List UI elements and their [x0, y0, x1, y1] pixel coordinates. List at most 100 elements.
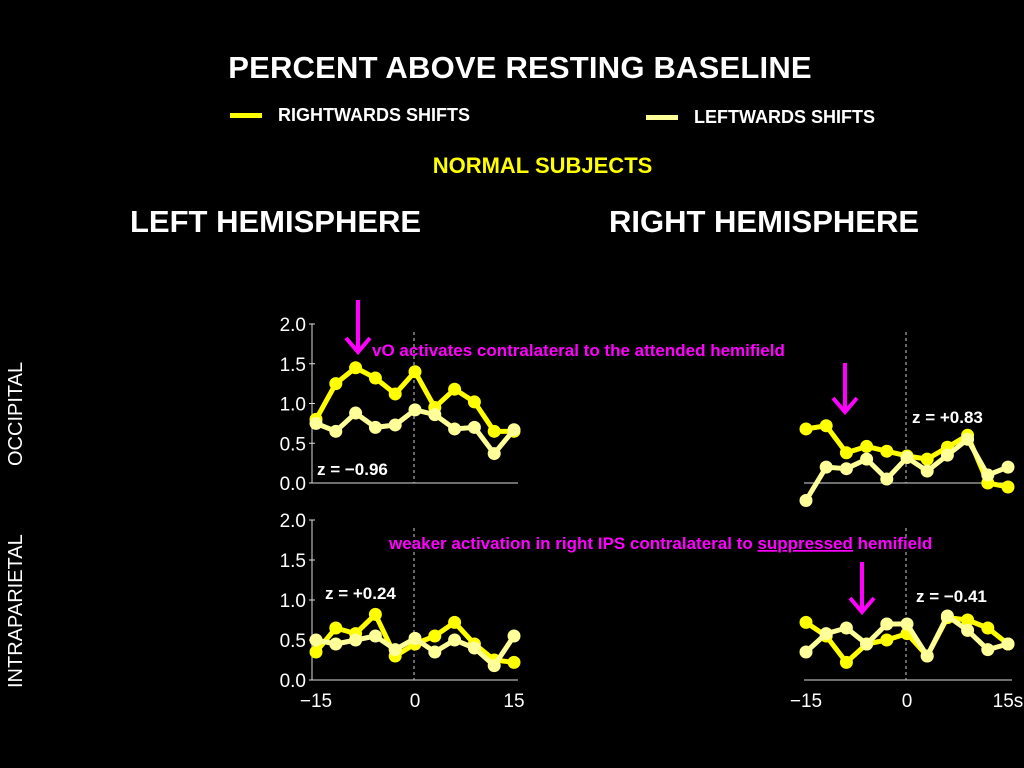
data-point	[839, 621, 853, 635]
data-point	[329, 637, 343, 651]
y-tick-label: 2.0	[280, 511, 306, 532]
data-point	[819, 460, 833, 474]
data-point	[388, 387, 402, 401]
data-point	[487, 659, 501, 673]
data-point	[349, 361, 363, 375]
data-point	[880, 633, 894, 647]
data-point	[880, 472, 894, 486]
data-point	[961, 432, 975, 446]
data-point	[408, 365, 422, 379]
legend-swatch-leftwards	[646, 115, 678, 120]
annotation-bottom-after: hemifield	[853, 534, 932, 553]
x-tick-label: 15s	[993, 691, 1024, 712]
data-point	[368, 420, 382, 434]
data-point	[839, 462, 853, 476]
data-point	[860, 452, 874, 466]
panel-left-intraparietal: 0.0 0.5 1.0 1.5 2.0 −15 0 15 z = +0.24	[280, 511, 525, 712]
chart-title: PERCENT ABOVE RESTING BASELINE	[228, 50, 812, 85]
panel-right-occipital: z = +0.83	[799, 332, 1015, 507]
data-point	[1001, 480, 1015, 494]
data-point	[819, 627, 833, 641]
data-point	[799, 615, 813, 629]
y-tick-label: 0.5	[280, 434, 306, 455]
y-tick-label: 1.5	[280, 355, 306, 376]
data-point	[448, 633, 462, 647]
data-point	[981, 468, 995, 482]
data-point	[309, 416, 323, 430]
annotation-arrows	[344, 300, 876, 616]
data-point	[349, 406, 363, 420]
arrowhead-occipital-right	[831, 396, 859, 416]
data-point	[309, 645, 323, 659]
data-point	[860, 439, 874, 453]
data-point	[428, 629, 442, 643]
data-point	[860, 637, 874, 651]
x-tick-label: 0	[410, 691, 421, 712]
x-tick-label: 0	[902, 691, 913, 712]
panel-right-intraparietal: −15 0 15s z = −0.41	[790, 528, 1023, 712]
data-point	[329, 424, 343, 438]
y-tick-label: 0.0	[280, 474, 306, 495]
y-tick-label: 1.0	[280, 395, 306, 416]
data-point	[388, 643, 402, 657]
panel-left-occipital: 0.0 0.5 1.0 1.5 2.0 z = −0.96	[280, 315, 521, 495]
data-point	[388, 418, 402, 432]
x-tick-label: −15	[300, 691, 332, 712]
data-point	[1001, 460, 1015, 474]
arrowhead-occipital-left	[344, 336, 372, 356]
data-point	[448, 615, 462, 629]
data-point	[920, 649, 934, 663]
x-tick-label: 15	[503, 691, 524, 712]
data-point	[467, 641, 481, 655]
subtitle: NORMAL SUBJECTS	[432, 153, 653, 178]
y-tick-label: 2.0	[280, 315, 306, 336]
z-score-label: z = +0.24	[325, 584, 396, 603]
data-point	[349, 633, 363, 647]
y-tick-label: 0.5	[280, 631, 306, 652]
data-point	[961, 623, 975, 637]
legend-label-rightwards: RIGHTWARDS SHIFTS	[278, 105, 470, 125]
data-point	[408, 631, 422, 645]
data-point	[507, 423, 521, 437]
data-point	[329, 621, 343, 635]
data-point	[900, 451, 914, 465]
data-point	[448, 422, 462, 436]
data-point	[981, 643, 995, 657]
data-point	[839, 655, 853, 669]
data-point	[880, 617, 894, 631]
annotation-bottom-before: weaker activation in right IPS contralat…	[388, 534, 757, 553]
y-tick-label: 1.5	[280, 551, 306, 572]
annotation-top: vO activates contralateral to the attend…	[372, 341, 785, 360]
y-tick-label: 1.0	[280, 591, 306, 612]
data-point	[799, 645, 813, 659]
data-point	[507, 655, 521, 669]
data-point	[507, 629, 521, 643]
data-point	[487, 424, 501, 438]
data-point	[940, 609, 954, 623]
z-score-label: z = +0.83	[912, 408, 983, 427]
data-point	[839, 446, 853, 460]
data-point	[900, 617, 914, 631]
column-label-left: LEFT HEMISPHERE	[130, 204, 422, 239]
arrowhead-intraparietal-right	[848, 596, 876, 616]
data-point	[448, 382, 462, 396]
column-label-right: RIGHT HEMISPHERE	[609, 204, 920, 239]
data-point	[428, 408, 442, 422]
annotation-bottom: weaker activation in right IPS contralat…	[388, 534, 932, 553]
data-point	[408, 403, 422, 417]
data-point	[467, 395, 481, 409]
data-point	[368, 371, 382, 385]
data-point	[940, 448, 954, 462]
data-point	[880, 444, 894, 458]
data-point	[819, 419, 833, 433]
data-point	[920, 464, 934, 478]
data-point	[1001, 637, 1015, 651]
data-point	[329, 377, 343, 391]
data-point	[981, 621, 995, 635]
annotation-bottom-underlined: suppressed	[757, 534, 852, 553]
data-point	[368, 607, 382, 621]
series-line-1	[803, 436, 1009, 502]
z-score-label: z = −0.41	[916, 587, 987, 606]
data-point	[428, 645, 442, 659]
